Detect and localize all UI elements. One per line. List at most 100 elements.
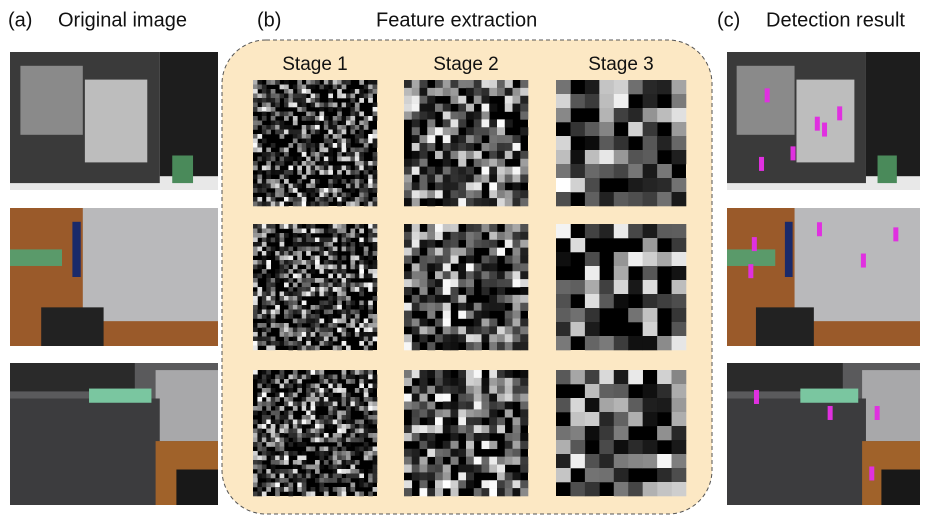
feature-cell bbox=[293, 134, 298, 139]
feature-cell bbox=[489, 232, 497, 240]
feature-cell bbox=[373, 143, 378, 148]
feature-cell bbox=[257, 143, 262, 148]
feature-cell bbox=[280, 451, 285, 456]
feature-cell bbox=[364, 193, 369, 198]
feature-cell bbox=[355, 139, 360, 144]
feature-cell bbox=[275, 256, 280, 261]
feature-cell bbox=[280, 370, 285, 375]
feature-cell bbox=[262, 337, 267, 342]
feature-cell bbox=[266, 424, 271, 429]
feature-cell bbox=[513, 311, 521, 319]
detection-box bbox=[754, 390, 759, 404]
panel-label: (a) bbox=[8, 9, 32, 31]
feature-cell bbox=[427, 232, 435, 240]
photo-region bbox=[20, 66, 82, 135]
feature-cell bbox=[342, 269, 347, 274]
feature-cell bbox=[297, 251, 302, 256]
feature-cell bbox=[466, 311, 474, 319]
feature-cell bbox=[614, 252, 629, 266]
detection-box bbox=[875, 406, 880, 420]
feature-cell bbox=[333, 456, 338, 461]
feature-cell bbox=[497, 143, 505, 151]
feature-cell bbox=[427, 488, 435, 496]
feature-cell bbox=[262, 402, 267, 407]
feature-cell bbox=[404, 480, 412, 488]
feature-cell bbox=[368, 287, 373, 292]
feature-cell bbox=[346, 238, 351, 243]
feature-cell bbox=[458, 480, 466, 488]
feature-cell bbox=[466, 480, 474, 488]
feature-cell bbox=[302, 487, 307, 492]
feature-cell bbox=[451, 96, 459, 104]
feature-cell bbox=[297, 103, 302, 108]
feature-cell bbox=[257, 98, 262, 103]
feature-cell bbox=[404, 303, 412, 311]
feature-cell bbox=[458, 159, 466, 167]
feature-cell bbox=[319, 402, 324, 407]
feature-cell bbox=[311, 384, 316, 389]
feature-cell bbox=[280, 170, 285, 175]
feature-cell bbox=[266, 384, 271, 389]
feature-cell bbox=[306, 411, 311, 416]
feature-cell bbox=[342, 116, 347, 121]
feature-cell bbox=[306, 85, 311, 90]
feature-cell bbox=[443, 465, 451, 473]
feature-cell bbox=[482, 378, 490, 386]
feature-cell bbox=[315, 188, 320, 193]
feature-cell bbox=[614, 164, 629, 178]
feature-cell bbox=[337, 197, 342, 202]
feature-cell bbox=[614, 384, 629, 398]
feature-cell bbox=[333, 287, 338, 292]
feature-cell bbox=[489, 334, 497, 342]
feature-cell bbox=[451, 271, 459, 279]
feature-cell bbox=[293, 274, 298, 279]
feature-cell bbox=[505, 279, 513, 287]
feature-cell bbox=[328, 256, 333, 261]
feature-cell bbox=[333, 319, 338, 324]
feature-cell bbox=[284, 202, 289, 207]
feature-cell bbox=[427, 256, 435, 264]
feature-cell bbox=[368, 94, 373, 99]
feature-cell bbox=[262, 116, 267, 121]
feature-cell bbox=[306, 375, 311, 380]
feature-cell bbox=[520, 394, 528, 402]
feature-cell bbox=[266, 397, 271, 402]
photo-region bbox=[878, 156, 897, 184]
feature-cell bbox=[315, 94, 320, 99]
feature-cell bbox=[585, 322, 600, 336]
feature-cell bbox=[570, 122, 585, 136]
feature-cell bbox=[520, 240, 528, 248]
feature-cell bbox=[337, 456, 342, 461]
feature-cell bbox=[505, 457, 513, 465]
feature-cell bbox=[306, 89, 311, 94]
feature-cell bbox=[643, 384, 658, 398]
feature-cell bbox=[306, 415, 311, 420]
feature-cell bbox=[513, 386, 521, 394]
feature-cell bbox=[262, 256, 267, 261]
feature-cell bbox=[262, 438, 267, 443]
photo-region bbox=[83, 208, 218, 321]
feature-cell bbox=[672, 370, 687, 384]
feature-cell bbox=[346, 379, 351, 384]
feature-cell bbox=[628, 164, 643, 178]
feature-cell bbox=[284, 224, 289, 229]
feature-cell bbox=[333, 247, 338, 252]
feature-cell bbox=[614, 108, 629, 122]
feature-cell bbox=[505, 151, 513, 159]
feature-cell bbox=[266, 328, 271, 333]
feature-cell bbox=[333, 337, 338, 342]
feature-cell bbox=[333, 224, 338, 229]
feature-cell bbox=[346, 442, 351, 447]
feature-cell bbox=[359, 274, 364, 279]
feature-cell bbox=[412, 248, 420, 256]
feature-cell bbox=[474, 271, 482, 279]
feature-cell bbox=[328, 152, 333, 157]
feature-cell bbox=[355, 224, 360, 229]
feature-cell bbox=[505, 143, 513, 151]
feature-cell bbox=[570, 454, 585, 468]
feature-cell bbox=[293, 251, 298, 256]
feature-cell bbox=[435, 425, 443, 433]
feature-cell bbox=[275, 251, 280, 256]
feature-cell bbox=[275, 460, 280, 465]
feature-cell bbox=[293, 465, 298, 470]
